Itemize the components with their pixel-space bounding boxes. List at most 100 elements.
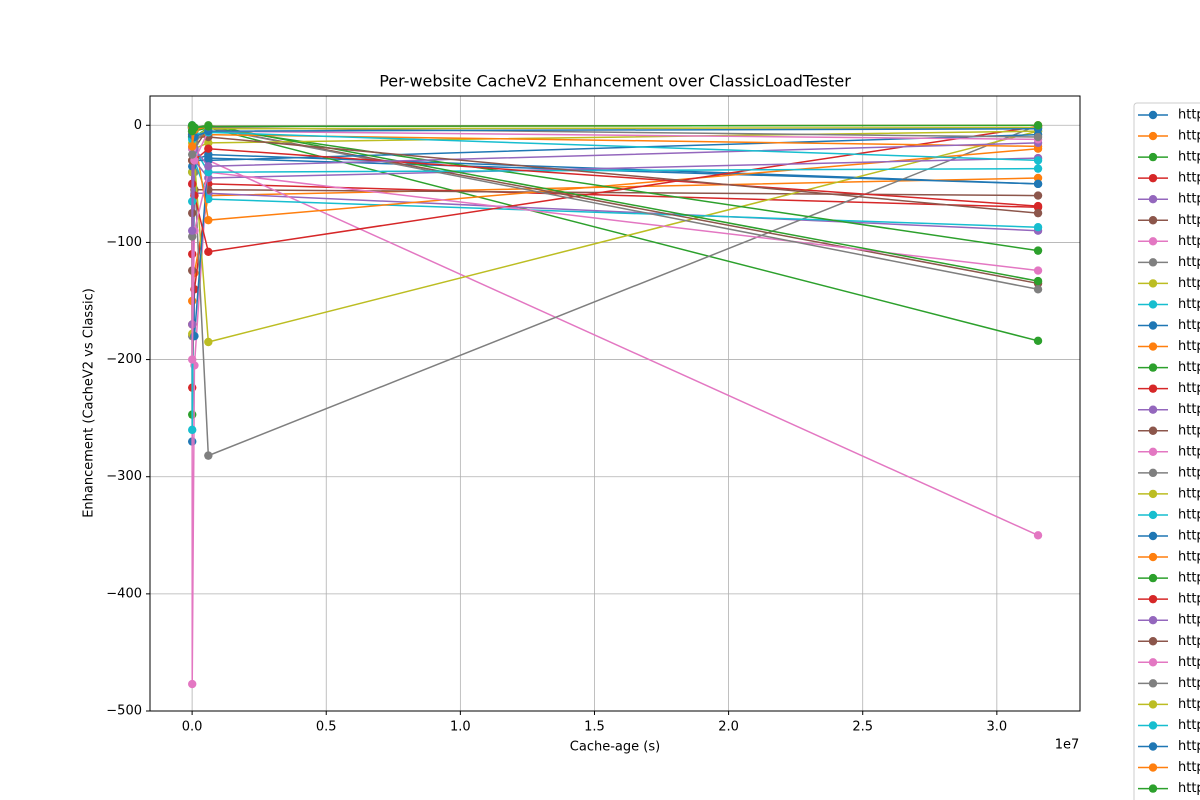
data-point — [204, 215, 213, 225]
legend-marker — [1148, 489, 1158, 499]
legend-marker — [1148, 531, 1158, 541]
legend-marker — [1148, 300, 1158, 309]
legend-marker — [1148, 195, 1158, 204]
data-point — [1033, 246, 1043, 255]
series-line — [191, 126, 1039, 291]
legend-marker — [1148, 152, 1158, 162]
plot-frame — [149, 95, 1081, 712]
series-line — [191, 126, 1039, 285]
legend-marker — [1148, 468, 1158, 478]
x-tick-label: 1.5 — [584, 720, 605, 735]
y-tick-label: −300 — [106, 469, 142, 484]
data-point — [1033, 132, 1043, 142]
x-tick-label: 1.0 — [450, 720, 471, 735]
series — [187, 121, 1043, 136]
x-tick-label: 2.0 — [718, 720, 739, 735]
y-tick-label: 0 — [134, 118, 142, 133]
legend-marker — [1148, 742, 1158, 751]
legend-label: http — [1178, 739, 1200, 754]
x-axis-label: Cache-age (s) — [570, 740, 660, 755]
legend-label: http — [1178, 150, 1200, 165]
data-point — [188, 425, 197, 435]
legend-label: http — [1178, 255, 1200, 270]
data-point — [1033, 531, 1043, 540]
chart-title: Per-website CacheV2 Enhancement over Cla… — [379, 72, 851, 91]
legend-label: http — [1178, 634, 1200, 649]
legend-label: http — [1178, 360, 1200, 375]
legend-label: http — [1178, 339, 1200, 354]
legend-label: http — [1178, 402, 1200, 417]
legend-label: http — [1178, 718, 1200, 733]
legend-marker — [1148, 552, 1158, 562]
legend-label: http — [1178, 507, 1200, 522]
legend-marker — [1148, 279, 1158, 288]
y-tick-label: −400 — [106, 586, 142, 601]
legend-marker — [1148, 573, 1158, 583]
legend-label: http — [1178, 571, 1200, 586]
legend-marker — [1148, 384, 1158, 393]
legend-marker — [1148, 700, 1158, 709]
data-point — [204, 194, 213, 204]
series-line — [191, 126, 1039, 231]
legend-marker — [1148, 763, 1158, 772]
data-point — [1033, 276, 1043, 286]
data-point — [188, 142, 197, 151]
series — [187, 132, 1043, 435]
data-point — [204, 451, 213, 460]
legend-label: http — [1178, 213, 1200, 228]
legend-label: http — [1178, 550, 1200, 565]
legend-label: http — [1178, 760, 1200, 775]
data-point — [1033, 285, 1043, 294]
x-offset-label: 1e7 — [1055, 738, 1080, 753]
data-point — [204, 337, 213, 347]
legend-marker — [1148, 342, 1158, 351]
series-line — [191, 131, 1039, 442]
data-point — [204, 144, 213, 153]
data-point — [204, 122, 213, 131]
data-point — [188, 226, 197, 235]
legend-marker — [1148, 784, 1158, 793]
data-point — [188, 150, 197, 159]
legend-marker — [1148, 447, 1158, 456]
data-point — [1033, 223, 1043, 232]
x-tick-label: 3.0 — [987, 720, 1008, 735]
legend-marker — [1148, 216, 1158, 225]
y-tick-label: −500 — [106, 704, 142, 719]
data-point — [204, 138, 213, 148]
x-tick-label: 0.0 — [182, 720, 203, 735]
legend-label: http — [1178, 234, 1200, 249]
data-point — [1033, 173, 1043, 183]
legend-label: http — [1178, 465, 1200, 480]
legend-label: http — [1178, 781, 1200, 796]
legend-label: http — [1178, 276, 1200, 291]
data-point — [188, 355, 197, 364]
data-point — [1033, 156, 1043, 165]
y-tick-label: −100 — [106, 235, 142, 250]
data-point — [1033, 336, 1043, 346]
legend-label: http — [1178, 192, 1200, 207]
data-point — [204, 247, 213, 256]
legend-label: http — [1178, 655, 1200, 670]
legend-label: http — [1178, 676, 1200, 691]
legend-label: http — [1178, 423, 1200, 438]
y-axis-label: Enhancement (CacheV2 vs Classic) — [82, 288, 97, 518]
data-point — [1033, 191, 1043, 200]
y-tick-label: −200 — [106, 352, 142, 367]
legend-marker — [1148, 110, 1158, 120]
legend-marker — [1148, 426, 1158, 435]
x-tick-label: 2.5 — [852, 720, 873, 735]
legend-label: http — [1178, 318, 1200, 333]
legend-label: http — [1178, 297, 1200, 312]
legend-label: http — [1178, 592, 1200, 607]
legend-label: http — [1178, 613, 1200, 628]
data-point — [204, 162, 213, 171]
data-point — [1033, 201, 1043, 211]
x-tick-label: 0.5 — [316, 720, 337, 735]
legend-marker — [1148, 258, 1158, 267]
data-point — [1033, 179, 1043, 189]
legend-marker — [1148, 363, 1158, 372]
legend-marker — [1148, 131, 1158, 141]
legend-label: http — [1178, 486, 1200, 501]
